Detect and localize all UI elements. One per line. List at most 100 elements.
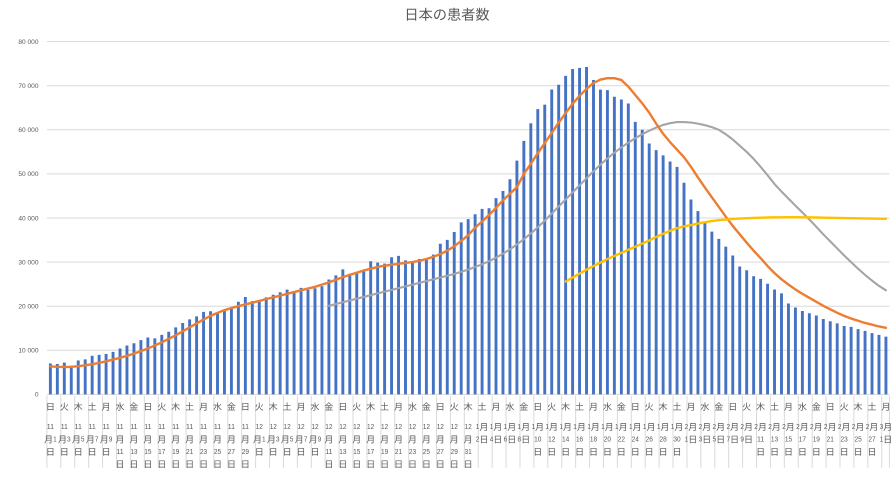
- svg-text:30 000: 30 000: [18, 259, 39, 266]
- svg-text:19: 19: [813, 434, 820, 443]
- svg-text:7: 7: [726, 434, 730, 443]
- svg-text:1: 1: [629, 422, 633, 431]
- svg-text:25: 25: [214, 447, 221, 456]
- svg-text:24: 24: [632, 434, 639, 443]
- svg-text:2: 2: [838, 422, 842, 431]
- svg-text:70 000: 70 000: [18, 83, 39, 90]
- svg-text:15: 15: [353, 447, 360, 456]
- svg-text:11: 11: [200, 422, 207, 431]
- svg-text:12: 12: [465, 422, 472, 431]
- svg-text:9: 9: [318, 434, 322, 443]
- svg-text:21: 21: [395, 447, 402, 456]
- svg-text:1: 1: [53, 434, 57, 443]
- svg-text:29: 29: [451, 447, 458, 456]
- svg-text:27: 27: [868, 434, 875, 443]
- svg-text:20 000: 20 000: [18, 304, 39, 311]
- svg-text:29: 29: [242, 447, 249, 456]
- svg-text:25: 25: [423, 447, 430, 456]
- svg-text:11: 11: [75, 422, 82, 431]
- svg-text:40 000: 40 000: [18, 215, 39, 222]
- svg-text:12: 12: [270, 422, 277, 431]
- svg-text:11: 11: [186, 422, 193, 431]
- svg-text:6: 6: [504, 434, 508, 443]
- svg-text:11: 11: [61, 422, 68, 431]
- svg-text:1: 1: [518, 422, 522, 431]
- svg-text:12: 12: [311, 422, 318, 431]
- svg-text:12: 12: [423, 422, 430, 431]
- svg-text:20: 20: [604, 434, 611, 443]
- svg-text:11: 11: [144, 422, 151, 431]
- svg-text:17: 17: [158, 447, 165, 456]
- svg-text:3: 3: [699, 434, 703, 443]
- svg-text:11: 11: [228, 422, 235, 431]
- svg-text:13: 13: [771, 434, 778, 443]
- svg-text:2: 2: [754, 422, 758, 431]
- svg-text:12: 12: [325, 422, 332, 431]
- svg-text:12: 12: [409, 422, 416, 431]
- svg-text:2: 2: [810, 422, 814, 431]
- svg-text:1: 1: [657, 422, 661, 431]
- svg-text:18: 18: [590, 434, 597, 443]
- svg-text:15: 15: [144, 447, 151, 456]
- svg-text:0: 0: [35, 392, 39, 399]
- svg-text:26: 26: [646, 434, 653, 443]
- svg-text:11: 11: [172, 422, 179, 431]
- svg-text:12: 12: [353, 422, 360, 431]
- svg-text:7: 7: [95, 434, 99, 443]
- svg-text:11: 11: [130, 422, 137, 431]
- svg-text:15: 15: [785, 434, 792, 443]
- svg-text:3: 3: [880, 422, 884, 431]
- svg-text:12: 12: [339, 422, 346, 431]
- svg-text:13: 13: [339, 447, 346, 456]
- svg-text:11: 11: [102, 422, 109, 431]
- svg-text:5: 5: [713, 434, 717, 443]
- svg-text:23: 23: [200, 447, 207, 456]
- svg-text:5: 5: [290, 434, 294, 443]
- svg-text:30: 30: [673, 434, 680, 443]
- svg-text:11: 11: [757, 434, 764, 443]
- svg-text:11: 11: [116, 422, 123, 431]
- svg-text:14: 14: [562, 434, 569, 443]
- svg-text:1: 1: [490, 422, 494, 431]
- svg-text:12: 12: [381, 422, 388, 431]
- svg-text:2: 2: [768, 422, 772, 431]
- svg-text:13: 13: [130, 447, 137, 456]
- svg-text:12: 12: [395, 422, 402, 431]
- svg-text:7: 7: [304, 434, 308, 443]
- svg-text:8: 8: [518, 434, 522, 443]
- svg-text:2: 2: [713, 422, 717, 431]
- svg-text:10 000: 10 000: [18, 348, 39, 355]
- svg-text:9: 9: [740, 434, 744, 443]
- svg-text:1: 1: [545, 422, 549, 431]
- svg-text:11: 11: [116, 447, 123, 456]
- svg-text:12: 12: [256, 422, 263, 431]
- svg-text:2: 2: [726, 422, 730, 431]
- svg-text:28: 28: [660, 434, 667, 443]
- svg-text:25: 25: [854, 434, 861, 443]
- svg-text:11: 11: [158, 422, 165, 431]
- svg-text:2: 2: [699, 422, 703, 431]
- svg-text:1: 1: [262, 434, 266, 443]
- svg-text:9: 9: [109, 434, 113, 443]
- svg-text:2: 2: [476, 434, 480, 443]
- svg-text:4: 4: [490, 434, 494, 443]
- svg-text:2: 2: [685, 422, 689, 431]
- svg-text:1: 1: [476, 422, 480, 431]
- svg-text:21: 21: [186, 447, 193, 456]
- svg-text:22: 22: [618, 434, 625, 443]
- svg-text:19: 19: [381, 447, 388, 456]
- svg-text:16: 16: [576, 434, 583, 443]
- svg-text:1: 1: [531, 422, 535, 431]
- svg-text:17: 17: [799, 434, 806, 443]
- svg-text:12: 12: [284, 422, 291, 431]
- svg-text:12: 12: [297, 422, 304, 431]
- svg-text:2: 2: [740, 422, 744, 431]
- svg-text:11: 11: [89, 422, 96, 431]
- svg-text:12: 12: [451, 422, 458, 431]
- svg-text:2: 2: [796, 422, 800, 431]
- svg-text:80 000: 80 000: [18, 39, 39, 46]
- svg-text:12: 12: [437, 422, 444, 431]
- svg-text:1: 1: [587, 422, 591, 431]
- svg-text:11: 11: [242, 422, 249, 431]
- svg-text:5: 5: [81, 434, 85, 443]
